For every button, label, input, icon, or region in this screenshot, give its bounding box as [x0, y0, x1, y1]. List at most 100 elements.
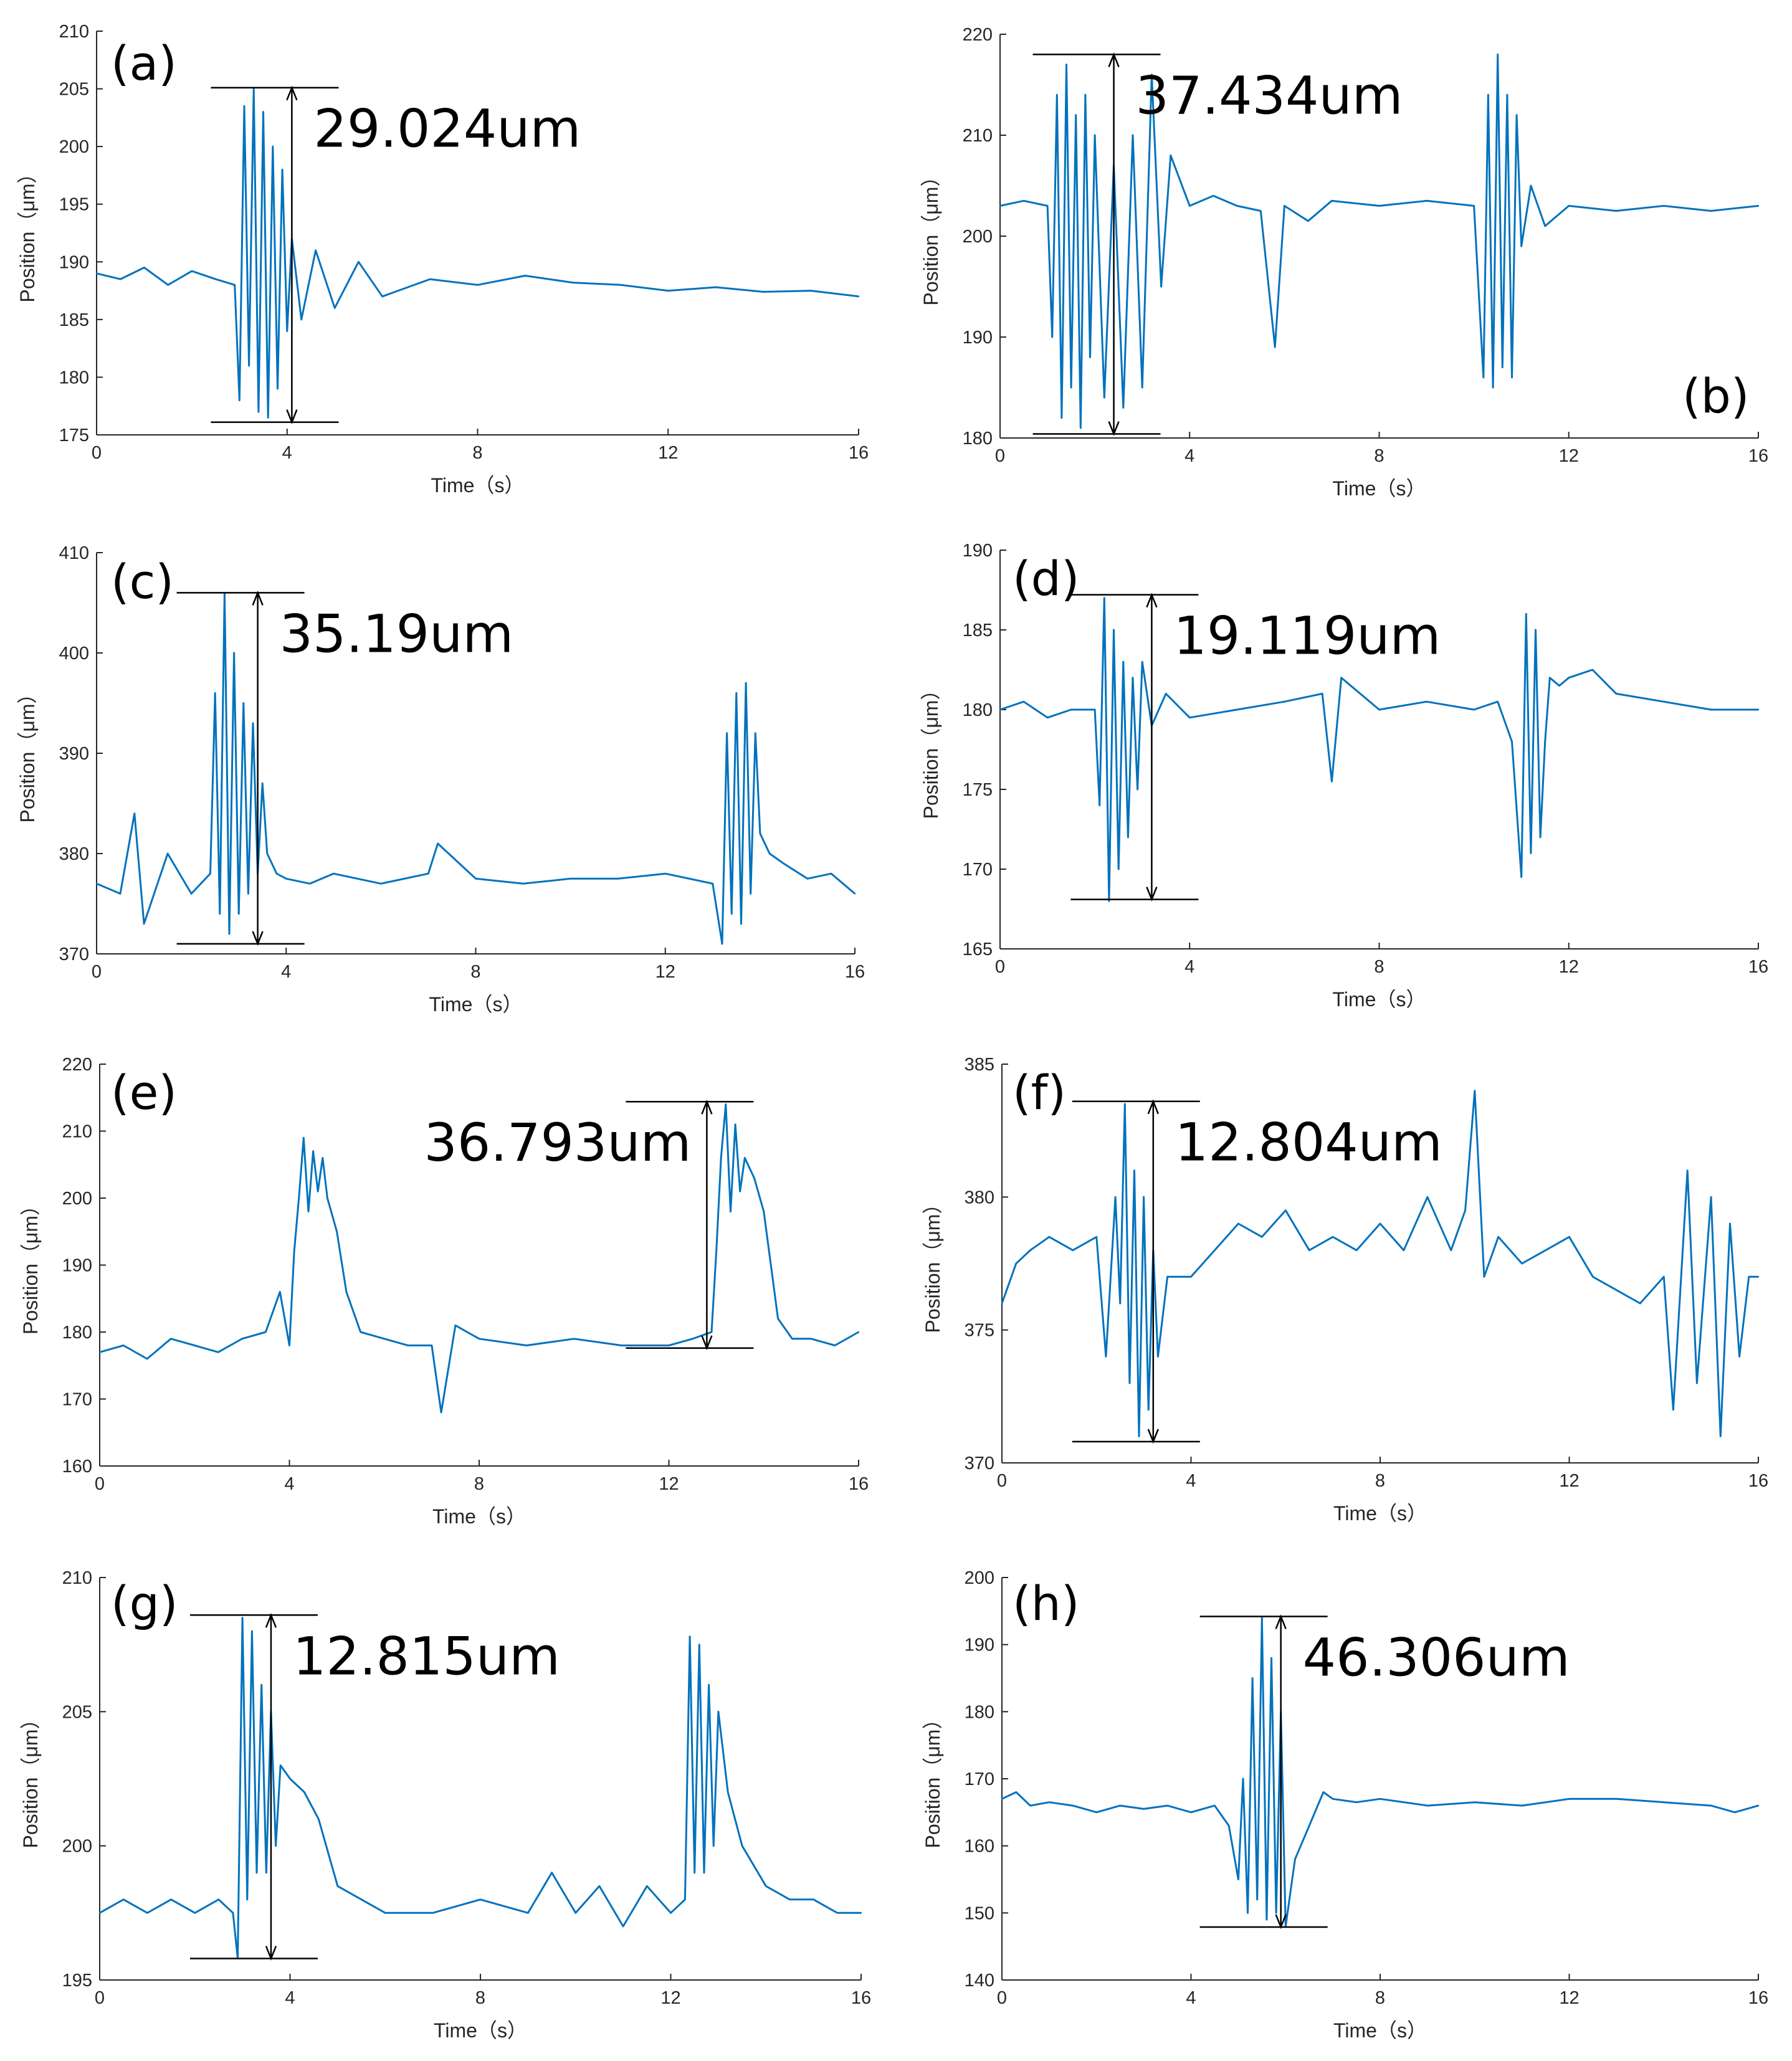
data-point: [622, 1925, 624, 1928]
data-point: [315, 249, 317, 251]
y-tick-label: 190: [963, 328, 993, 348]
panel-letter-label: (b): [1682, 368, 1750, 424]
data-point: [1497, 54, 1499, 55]
data-point: [286, 330, 288, 332]
x-tick-label: 0: [997, 1988, 1007, 2008]
x-tick-label: 12: [659, 1474, 679, 1494]
data-point: [1379, 1798, 1381, 1800]
data-point: [1048, 1801, 1051, 1803]
data-point: [1710, 1196, 1712, 1198]
data-point: [708, 1684, 710, 1686]
data-point: [1687, 1169, 1689, 1171]
data-point: [1165, 693, 1167, 695]
range-annotation-label: 36.793um: [424, 1112, 691, 1173]
data-point: [1340, 677, 1342, 679]
data-point: [1757, 1804, 1760, 1807]
data-point: [1568, 1236, 1570, 1238]
data-point: [668, 1345, 670, 1346]
data-point: [768, 852, 771, 855]
range-annotation-label: 46.306um: [1303, 1627, 1570, 1688]
data-point: [1056, 94, 1058, 96]
data-point: [1662, 205, 1665, 207]
data-point: [1261, 1617, 1263, 1619]
data-point: [432, 1912, 434, 1914]
data-point: [1122, 407, 1125, 409]
data-point: [1029, 1249, 1031, 1251]
data-point: [1251, 1677, 1254, 1679]
data-point: [1284, 205, 1285, 207]
data-point: [1046, 716, 1049, 719]
data-point: [806, 878, 809, 880]
data-point: [248, 364, 250, 367]
data-point: [133, 812, 135, 814]
y-tick-label: 180: [963, 429, 993, 449]
data-point: [381, 295, 383, 297]
data-point: [303, 1791, 305, 1793]
data-point: [262, 111, 264, 113]
data-point: [1426, 701, 1427, 703]
y-tick-label: 210: [62, 1122, 92, 1142]
data-point: [810, 290, 812, 292]
panel-a: 0 4 8 12 16 175 180 185 190 195 200 205 210 Time（s） Po…: [16, 22, 869, 497]
data-point: [717, 1711, 720, 1713]
data-point: [1015, 1262, 1018, 1265]
data-point: [664, 873, 667, 875]
data-point: [1696, 1382, 1698, 1384]
data-point: [1119, 1302, 1121, 1305]
data-point: [1189, 205, 1191, 207]
data-point: [146, 1912, 148, 1914]
data-point: [1378, 708, 1380, 711]
data-point: [143, 267, 145, 269]
x-tick-label: 8: [1374, 446, 1384, 466]
data-point: [219, 913, 221, 915]
data-point: [619, 284, 621, 286]
range-arrow-head-down: [252, 931, 264, 946]
y-tick-label: 385: [965, 1055, 994, 1075]
data-point: [95, 272, 98, 274]
data-point: [1070, 708, 1072, 711]
data-point: [1189, 716, 1191, 719]
panel-f: 0 4 8 12 16 370 375 380 385 Time（s） Position（μm） 12…: [922, 1055, 1768, 1525]
data-point: [322, 1157, 323, 1159]
data-point: [479, 1898, 482, 1900]
data-point: [1113, 629, 1115, 631]
data-point: [194, 1345, 196, 1346]
data-point: [1520, 876, 1522, 878]
data-point: [1075, 114, 1077, 116]
data-point: [1270, 1657, 1272, 1659]
data-point: [380, 883, 382, 885]
data-point: [1133, 1169, 1135, 1171]
y-tick-label: 190: [965, 1635, 994, 1655]
data-point: [1710, 708, 1712, 711]
range-arrow-head-up: [286, 85, 298, 101]
data-point: [279, 1291, 281, 1293]
data-point: [241, 1338, 243, 1340]
data-point: [1426, 200, 1427, 202]
data-point: [1568, 1798, 1570, 1800]
data-point: [1265, 1918, 1268, 1921]
data-point: [262, 783, 264, 784]
data-point: [1474, 1090, 1475, 1092]
data-point: [1355, 1249, 1358, 1251]
y-tick-label: 220: [62, 1055, 92, 1075]
data-point: [1521, 1262, 1523, 1265]
panel-letter-label: (f): [1013, 1065, 1066, 1120]
y-tick-label: 185: [59, 310, 89, 330]
data-point: [257, 411, 260, 413]
data-point: [734, 1123, 736, 1126]
data-point: [1114, 1196, 1117, 1198]
data-point: [95, 883, 98, 885]
data-point: [1022, 200, 1025, 202]
data-point: [266, 852, 268, 855]
x-tick-label: 0: [95, 1988, 105, 2008]
y-tick-label: 370: [965, 1454, 994, 1473]
data-point: [1190, 1276, 1192, 1278]
data-point: [1094, 134, 1096, 136]
data-point: [234, 284, 236, 286]
data-point: [1307, 220, 1309, 222]
data-point: [1132, 134, 1134, 136]
data-point: [1094, 708, 1096, 711]
x-tick-label: 4: [1184, 446, 1194, 466]
y-axis-label: Position（μm）: [922, 1710, 944, 1849]
panel-letter-label: (e): [111, 1065, 177, 1120]
